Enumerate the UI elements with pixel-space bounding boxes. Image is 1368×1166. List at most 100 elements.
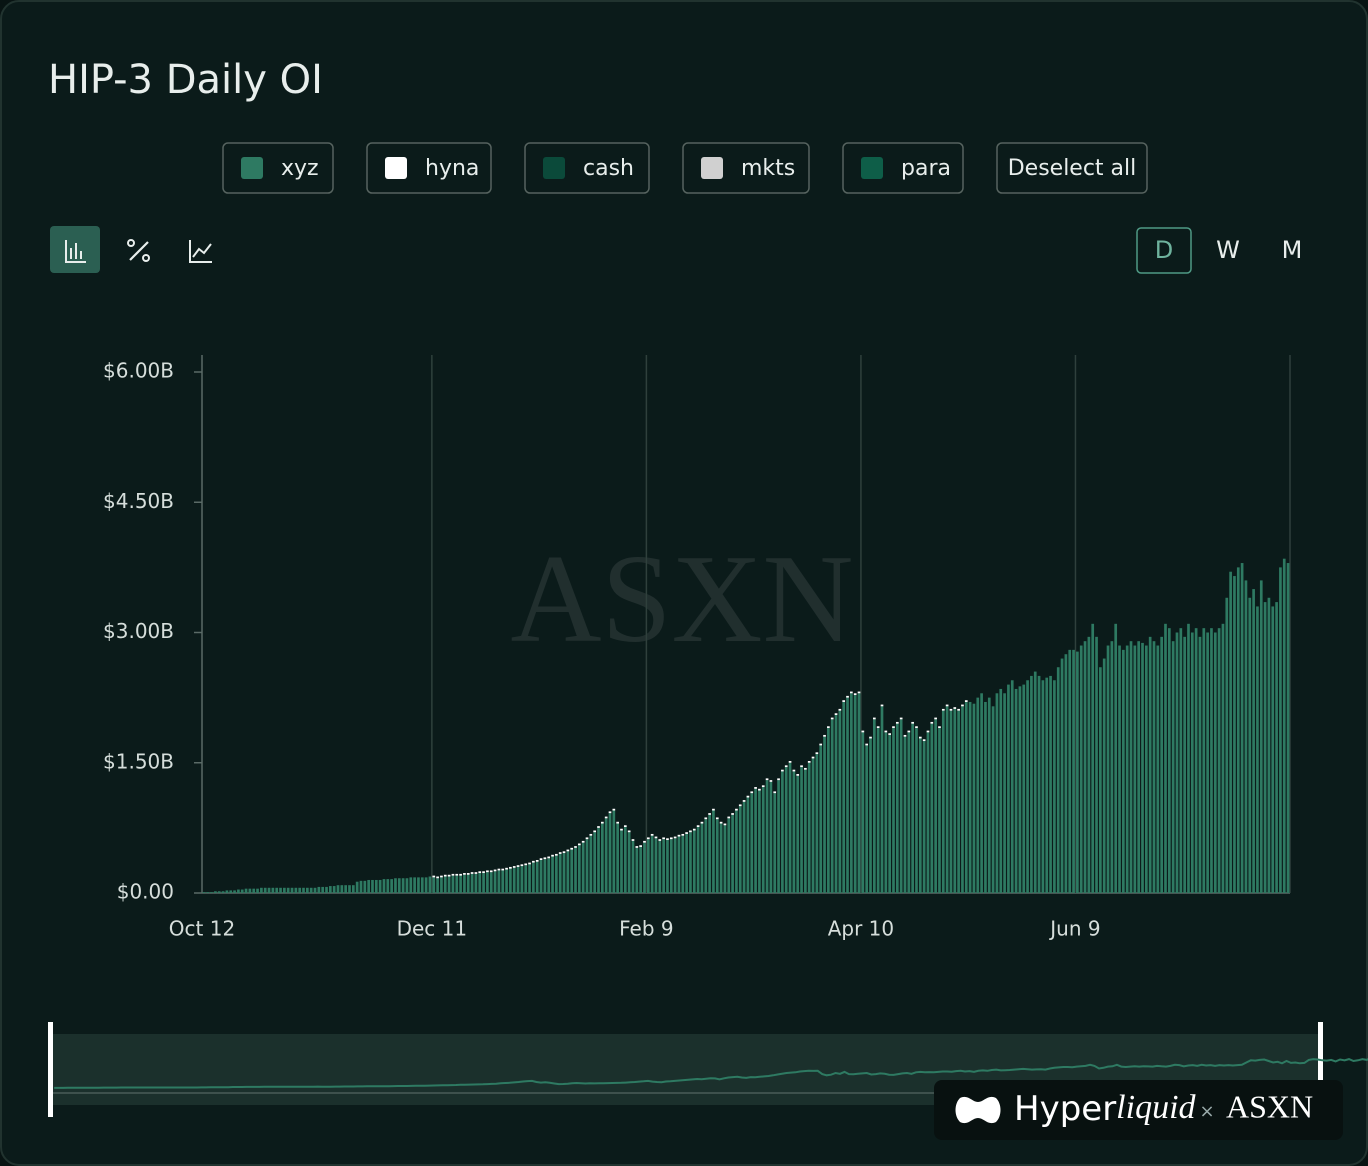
bar-segment: [815, 752, 819, 755]
bar-segment: [1233, 576, 1236, 893]
bar-segment: [643, 840, 646, 843]
bar-segment: [279, 887, 282, 893]
bar-segment: [781, 769, 784, 772]
x-tick-label: Oct 12: [169, 917, 235, 941]
bar-segment: [432, 877, 436, 893]
percent-view-button[interactable]: [127, 239, 150, 262]
bar-segment: [715, 817, 719, 820]
bar-segment: [616, 823, 620, 893]
bar-segment: [505, 867, 508, 870]
bar-segment: [1099, 667, 1102, 893]
period-week-button[interactable]: W: [1216, 236, 1240, 264]
bar-segment: [581, 840, 585, 843]
bar-segment: [765, 780, 769, 893]
bar-segment: [424, 877, 428, 893]
bar-segment: [1049, 675, 1052, 893]
bar-segment: [248, 888, 252, 893]
bar-segment: [853, 695, 857, 893]
bar-segment: [685, 833, 688, 893]
period-month-button[interactable]: M: [1282, 236, 1303, 264]
bar-segment: [455, 873, 459, 876]
bar-segment: [313, 887, 317, 893]
bar-segment: [440, 875, 443, 878]
bar-segment: [934, 719, 937, 893]
bar-segment: [704, 819, 708, 893]
bar-segment: [240, 889, 244, 893]
legend-button: [524, 142, 650, 194]
bar-segment: [244, 888, 248, 893]
bar-segment: [646, 839, 650, 893]
bar-segment: [708, 814, 711, 893]
bar-segment: [570, 847, 574, 850]
legend-swatch: [241, 157, 263, 179]
bar-segment: [692, 828, 696, 831]
bar-segment: [819, 743, 823, 746]
bar-segment: [654, 838, 658, 893]
bar-segment: [961, 706, 964, 893]
bar-segment: [566, 849, 570, 852]
bar-view-button[interactable]: [50, 226, 100, 273]
bar-segment: [922, 741, 926, 893]
bar-segment: [306, 887, 309, 893]
bar-segment: [623, 827, 627, 893]
bar-segment: [708, 813, 711, 815]
bar-segment: [727, 816, 731, 819]
bar-segment: [593, 830, 597, 833]
bar-segment: [758, 788, 761, 791]
legend-item[interactable]: xyz: [222, 142, 334, 194]
bar-segment: [214, 891, 217, 893]
bar-segment: [501, 868, 505, 871]
bar-segment: [1007, 684, 1010, 893]
bar-segment: [436, 878, 439, 893]
bar-segment: [612, 808, 616, 811]
bar-segment: [773, 791, 777, 794]
bar-segment: [681, 835, 685, 893]
bar-segment: [673, 838, 677, 893]
legend-item[interactable]: cash: [524, 142, 650, 194]
legend-item[interactable]: hyna: [366, 142, 492, 194]
line-view-button[interactable]: [189, 240, 212, 263]
legend-button: [222, 142, 334, 194]
bar-segment: [792, 769, 796, 772]
bar-segment: [1183, 636, 1186, 893]
bar-segment: [846, 695, 849, 698]
bar-segment: [934, 717, 937, 720]
bar-segment: [892, 726, 895, 729]
bar-segment: [765, 778, 769, 781]
legend-item[interactable]: para: [842, 142, 964, 194]
bar-segment: [597, 826, 600, 828]
bar-segment: [1141, 642, 1144, 893]
bar-segment: [1045, 677, 1049, 893]
brand-text: liquid: [1116, 1089, 1196, 1126]
bar-segment: [1102, 658, 1106, 893]
bar-segment: [593, 832, 597, 893]
navigator-handle[interactable]: [48, 1022, 53, 1117]
bar-segment: [650, 833, 654, 836]
bar-segment: [459, 873, 462, 876]
bar-segment: [918, 736, 922, 739]
bar-segment: [1079, 645, 1083, 893]
bar-segment: [646, 837, 650, 840]
bar-segment: [344, 885, 348, 893]
bar-segment: [574, 847, 577, 893]
bar-segment: [1072, 649, 1075, 893]
bar-segment: [1129, 641, 1133, 893]
bar-segment: [957, 710, 960, 893]
bar-segment: [202, 892, 206, 893]
bar-segment: [608, 813, 612, 893]
bar-segment: [1148, 636, 1152, 893]
bar-segment: [562, 853, 566, 893]
bar-segment: [838, 708, 842, 711]
deselect-all-button[interactable]: Deselect all: [996, 142, 1148, 194]
bar-segment: [489, 872, 493, 893]
bar-segment: [1225, 597, 1229, 893]
bar-segment: [267, 887, 271, 893]
period-day-button[interactable]: D: [1136, 227, 1192, 274]
navigator-handle[interactable]: [1318, 1022, 1323, 1117]
bar-segment: [532, 862, 535, 893]
bar-segment: [857, 691, 861, 694]
legend-item[interactable]: mkts: [682, 142, 810, 194]
bar-segment: [390, 879, 393, 893]
bar-segment: [547, 858, 551, 893]
